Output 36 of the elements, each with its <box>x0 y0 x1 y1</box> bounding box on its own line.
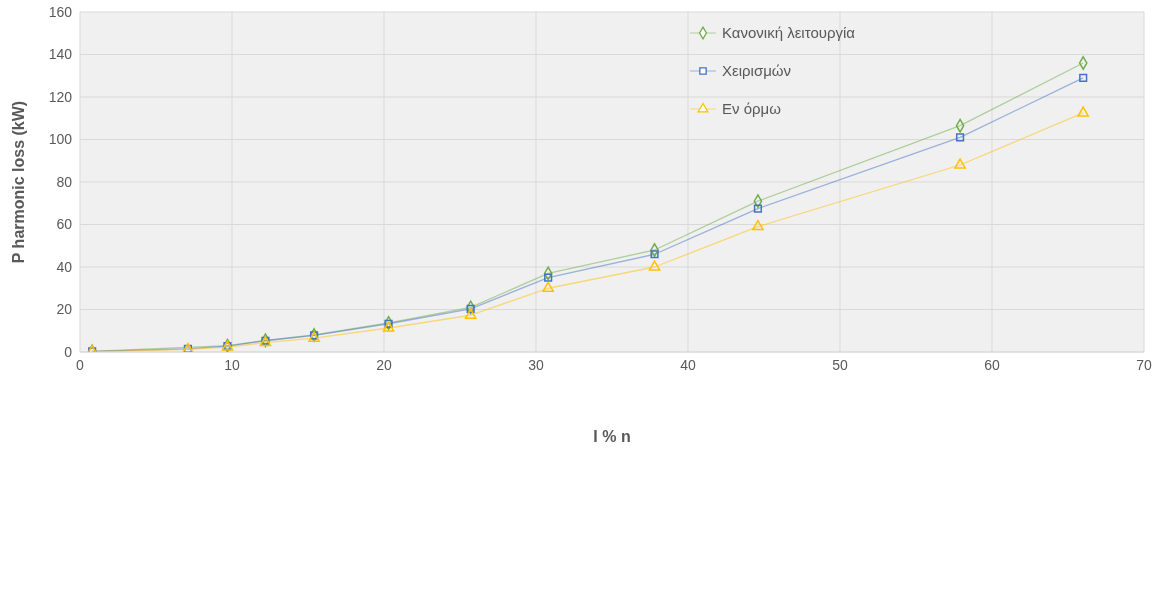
y-tick-label: 40 <box>56 258 73 275</box>
legend-label: Εν όρμω <box>721 99 782 119</box>
y-tick-label: 20 <box>56 301 73 318</box>
y-tick-label: 140 <box>48 46 73 63</box>
point <box>1077 106 1090 117</box>
point <box>955 133 965 142</box>
x-tick-label: 40 <box>680 356 696 373</box>
y-tick-label: 60 <box>56 216 73 233</box>
y-tick-label: 0 <box>64 343 73 360</box>
y-tick-label: 120 <box>48 88 73 105</box>
x-tick-label: 70 <box>1136 356 1152 373</box>
legend-label: Χειρισμών <box>721 61 792 81</box>
x-axis-title: I % n <box>593 428 631 445</box>
x-tick-label: 10 <box>224 356 240 373</box>
y-tick-label: 80 <box>56 173 73 190</box>
y-tick-label: 160 <box>48 3 73 20</box>
point <box>753 204 763 213</box>
point <box>382 321 395 332</box>
x-tick-label: 20 <box>376 356 392 373</box>
y-axis-title: P harmonic loss (kW) <box>9 100 27 264</box>
point <box>1079 73 1088 82</box>
point <box>954 158 966 169</box>
legend-label: Κανονική λειτουργία <box>721 23 856 43</box>
point <box>1078 56 1088 70</box>
x-tick-label: 30 <box>528 356 544 373</box>
x-tick-label: 60 <box>984 356 1000 373</box>
point <box>752 219 764 231</box>
point <box>542 281 555 292</box>
point <box>648 260 661 271</box>
point <box>650 250 659 259</box>
point <box>384 319 393 328</box>
point <box>464 308 477 319</box>
x-tick-label: 0 <box>76 356 85 373</box>
x-tick-label: 50 <box>832 356 848 373</box>
point <box>466 304 475 313</box>
y-tick-label: 100 <box>48 131 73 148</box>
